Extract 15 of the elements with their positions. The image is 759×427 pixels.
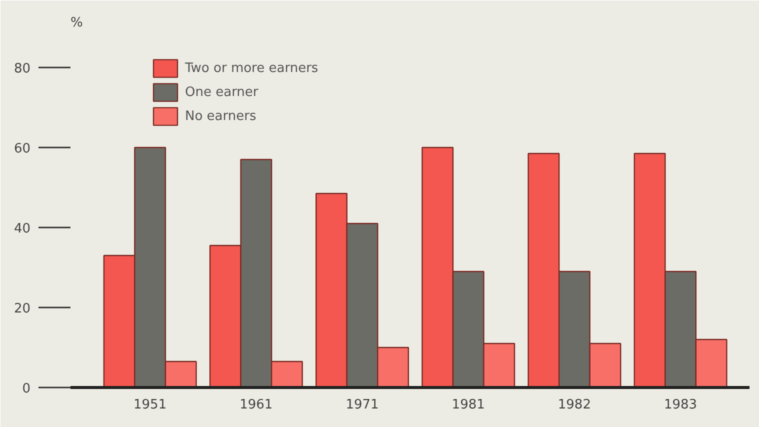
y-tick-label: 40 (14, 222, 31, 236)
x-tick-label: 1951 (134, 398, 167, 412)
legend-label: No earners (185, 108, 256, 124)
legend-label: One earner (185, 84, 258, 100)
x-tick-label: 1971 (346, 398, 379, 412)
x-tick-label: 1983 (664, 398, 698, 412)
y-tick-label: 60 (14, 142, 31, 156)
y-tick-label: 20 (14, 302, 31, 316)
y-tick-label: 80 (14, 62, 31, 76)
legend-label: Two or more earners (185, 60, 318, 76)
x-tick-label: 1982 (558, 398, 591, 412)
x-tick-label: 1981 (452, 398, 485, 412)
y-axis-title: % (70, 16, 83, 30)
y-tick-label: 0 (22, 382, 31, 396)
x-tick-label: 1961 (240, 398, 273, 412)
